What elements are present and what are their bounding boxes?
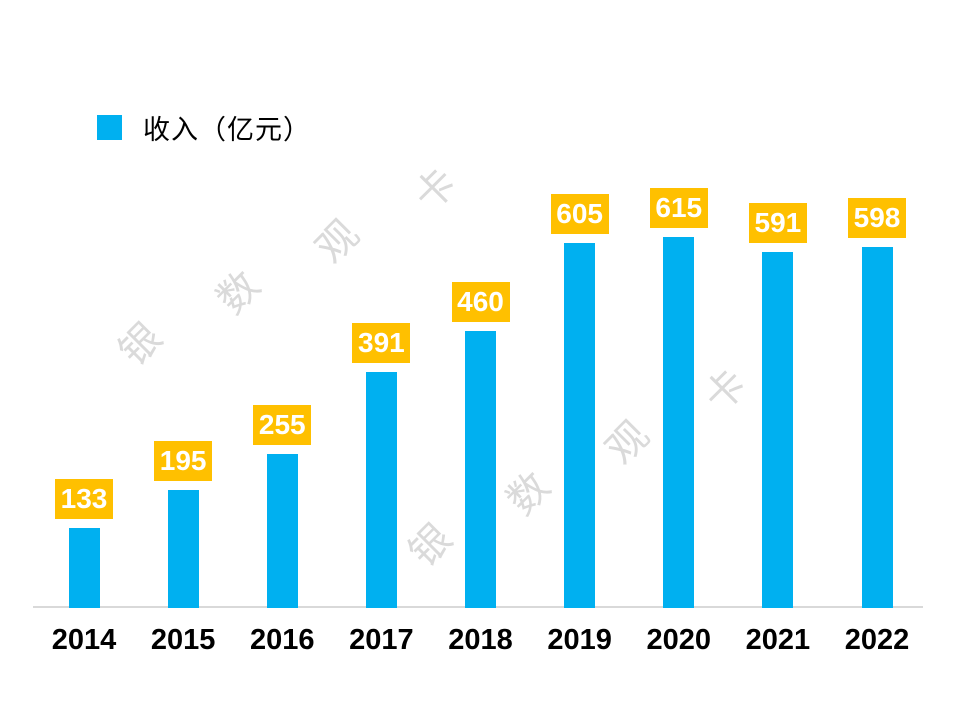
bar-value-label: 598 [848,198,906,239]
bar-value-label: 591 [748,202,807,243]
bar [663,237,695,608]
x-axis-tick-label: 2016 [249,624,315,656]
x-axis-tick-label: 2017 [349,624,414,656]
x-axis-tick-label: 2022 [844,624,910,656]
bar [564,243,596,608]
x-axis-tick-label: 2015 [150,624,216,656]
bar-value-label: 605 [550,194,609,235]
bar-value-label: 391 [352,323,411,364]
legend-swatch [97,115,122,140]
x-axis-tick-label: 2014 [51,624,117,656]
bar [365,372,397,608]
bar-value-label: 195 [154,441,213,482]
bar-value-label: 460 [451,281,510,322]
bar [68,527,100,608]
bar-value-label: 133 [55,478,113,519]
bar [762,251,794,608]
x-axis-tick-label: 2020 [646,624,711,656]
bar-value-label: 255 [253,405,312,446]
x-axis-tick-label: 2021 [745,624,811,656]
bar [861,247,893,608]
bar [167,490,199,608]
bar [266,454,298,608]
bar-value-label: 615 [649,188,708,229]
legend-label: 收入（亿元） [143,115,311,145]
x-axis-tick-label: 2018 [448,624,513,656]
legend: 收入（亿元） [97,108,311,147]
x-axis-tick-label: 2019 [547,624,612,656]
bar [465,330,496,608]
